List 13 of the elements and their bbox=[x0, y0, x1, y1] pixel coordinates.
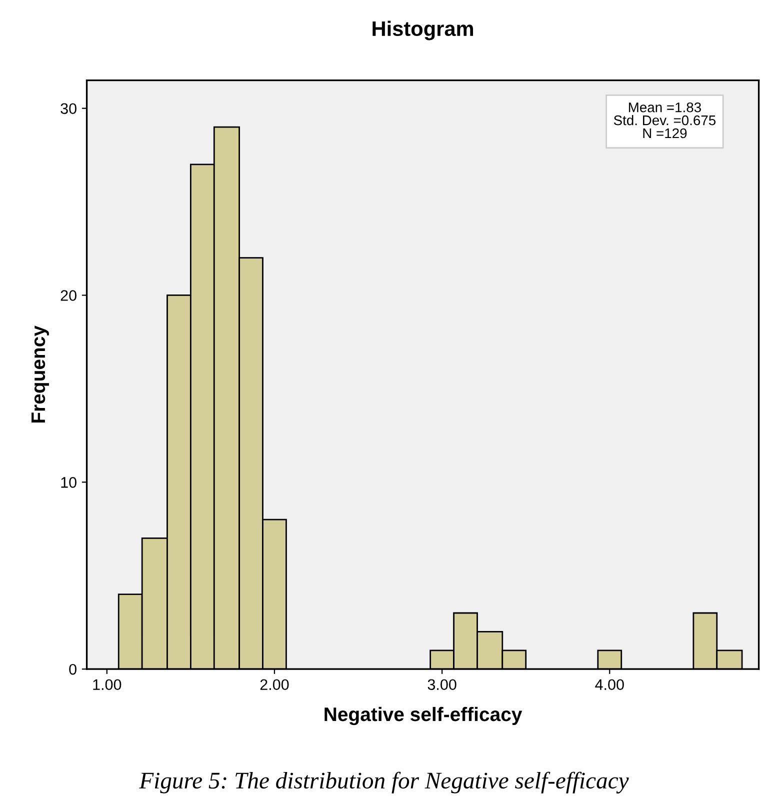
y-tick-label: 30 bbox=[60, 103, 76, 114]
x-tick-label: 1.00 bbox=[93, 679, 122, 690]
y-tick-label: 10 bbox=[61, 477, 76, 488]
x-axis-title: Negative self-efficacy bbox=[324, 706, 522, 726]
x-tick-label: 3.00 bbox=[428, 679, 456, 690]
y-tick-label: 20 bbox=[60, 290, 76, 301]
caption: Figure 5: The distribution for Negative self-efficacy bbox=[139, 772, 629, 794]
x-tick-label: 4.00 bbox=[595, 679, 624, 690]
y-axis-title: Frequency bbox=[32, 326, 49, 423]
annotation: Mean =1.83 Std. Dev. =0.675 N =129 bbox=[614, 102, 716, 138]
chart-title: Histogram bbox=[372, 20, 474, 40]
x-tick-label: 2.00 bbox=[260, 679, 289, 690]
y-tick-label: 0 bbox=[69, 664, 76, 675]
